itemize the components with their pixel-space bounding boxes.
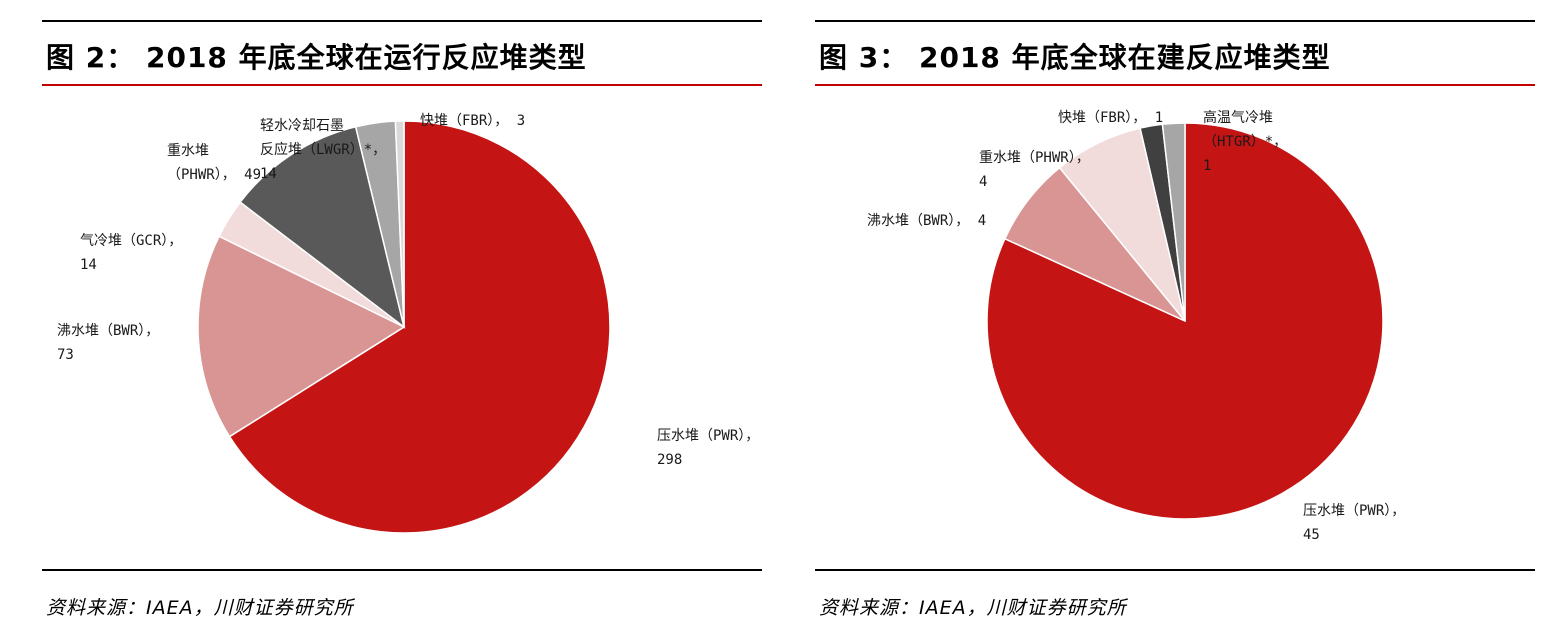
slice-label-line: 沸水堆（BWR）， — [57, 323, 159, 339]
pie-slice-5 — [394, 120, 405, 328]
pie-slice-1 — [197, 235, 406, 438]
slice-label-line: 14 — [80, 257, 97, 273]
chart-panel-under-construction: 图 3： 2018 年底全球在建反应堆类型 压水堆（PWR）， 45 沸水堆（BWR… — [815, 0, 1535, 628]
pie-chart-operating: 压水堆（PWR）， 298 沸水堆（BWR）， 73 气冷堆（GCR）， 14 重水堆 （PH… — [57, 113, 759, 534]
slice-label-line: 气冷堆（GCR）， — [80, 233, 182, 249]
slice-label-line: 重水堆（PHWR）， — [979, 150, 1090, 166]
slice-label-4: 高温气冷堆 （HTGR）*， 1 — [1203, 109, 1287, 174]
slice-label-line: 298 — [657, 452, 682, 468]
slice-label-line: 快堆（FBR）， 1 — [1058, 110, 1163, 126]
source-note: 资料来源：IAEA，川财证券研究所 — [46, 597, 354, 619]
chart-panel-operating: 图 2： 2018 年底全球在运行反应堆类型 压水堆（PWR）， 298 沸水堆（B… — [42, 0, 762, 628]
slice-label-line: 压水堆（PWR）， — [657, 428, 759, 444]
slice-label-line: 快堆（FBR）， 3 — [420, 113, 525, 129]
title-rule — [815, 84, 1535, 86]
pie-slice-3 — [239, 125, 406, 329]
slice-label-3: 快堆（FBR）， 1 — [1058, 110, 1163, 126]
slice-label-5: 快堆（FBR）， 3 — [420, 113, 525, 129]
slice-label-line: 73 — [57, 347, 74, 363]
source-note: 资料来源：IAEA，川财证券研究所 — [819, 597, 1127, 619]
slice-label-line: 45 — [1303, 527, 1320, 543]
slice-label-line: 1 — [1203, 158, 1211, 174]
slice-label-1: 沸水堆（BWR）， 4 — [867, 213, 986, 229]
bottom-rule — [42, 569, 762, 571]
slice-label-line: 轻水冷却石墨 — [260, 118, 344, 134]
title-rule — [42, 84, 762, 86]
slice-label-0: 压水堆（PWR）， 298 — [657, 428, 759, 468]
slice-label-line: 高温气冷堆 — [1203, 109, 1273, 126]
pie-chart-under-construction: 压水堆（PWR）， 45 沸水堆（BWR）， 4 重水堆（PHWR）， 4 快堆（FBR）… — [867, 109, 1405, 543]
chart-title: 图 3： 2018 年底全球在建反应堆类型 — [819, 41, 1331, 74]
slice-label-line: 14 — [260, 166, 277, 182]
slice-label-2: 气冷堆（GCR）， 14 — [80, 233, 182, 273]
slice-label-0: 压水堆（PWR）， 45 — [1303, 503, 1405, 543]
slice-label-3: 重水堆 （PHWR）， 49 — [167, 143, 261, 183]
slice-label-line: 压水堆（PWR）， — [1303, 503, 1405, 519]
slice-label-line: 重水堆 — [167, 143, 209, 159]
bottom-rule — [815, 569, 1535, 571]
slice-label-line: 沸水堆（BWR）， 4 — [867, 213, 986, 229]
slice-label-line: 4 — [979, 174, 987, 190]
slice-label-1: 沸水堆（BWR）， 73 — [57, 323, 159, 363]
slice-label-line: （PHWR）， 49 — [167, 167, 261, 183]
pie-slice-0 — [228, 120, 611, 534]
slice-label-line: 反应堆（LWGR）*， — [260, 141, 386, 158]
top-rule — [815, 20, 1535, 22]
slice-label-line: （HTGR）*， — [1203, 134, 1287, 150]
top-rule — [42, 20, 762, 22]
pie-slice-4 — [1161, 122, 1186, 322]
slice-label-2: 重水堆（PHWR）， 4 — [979, 150, 1090, 190]
chart-title: 图 2： 2018 年底全球在运行反应堆类型 — [46, 41, 587, 74]
